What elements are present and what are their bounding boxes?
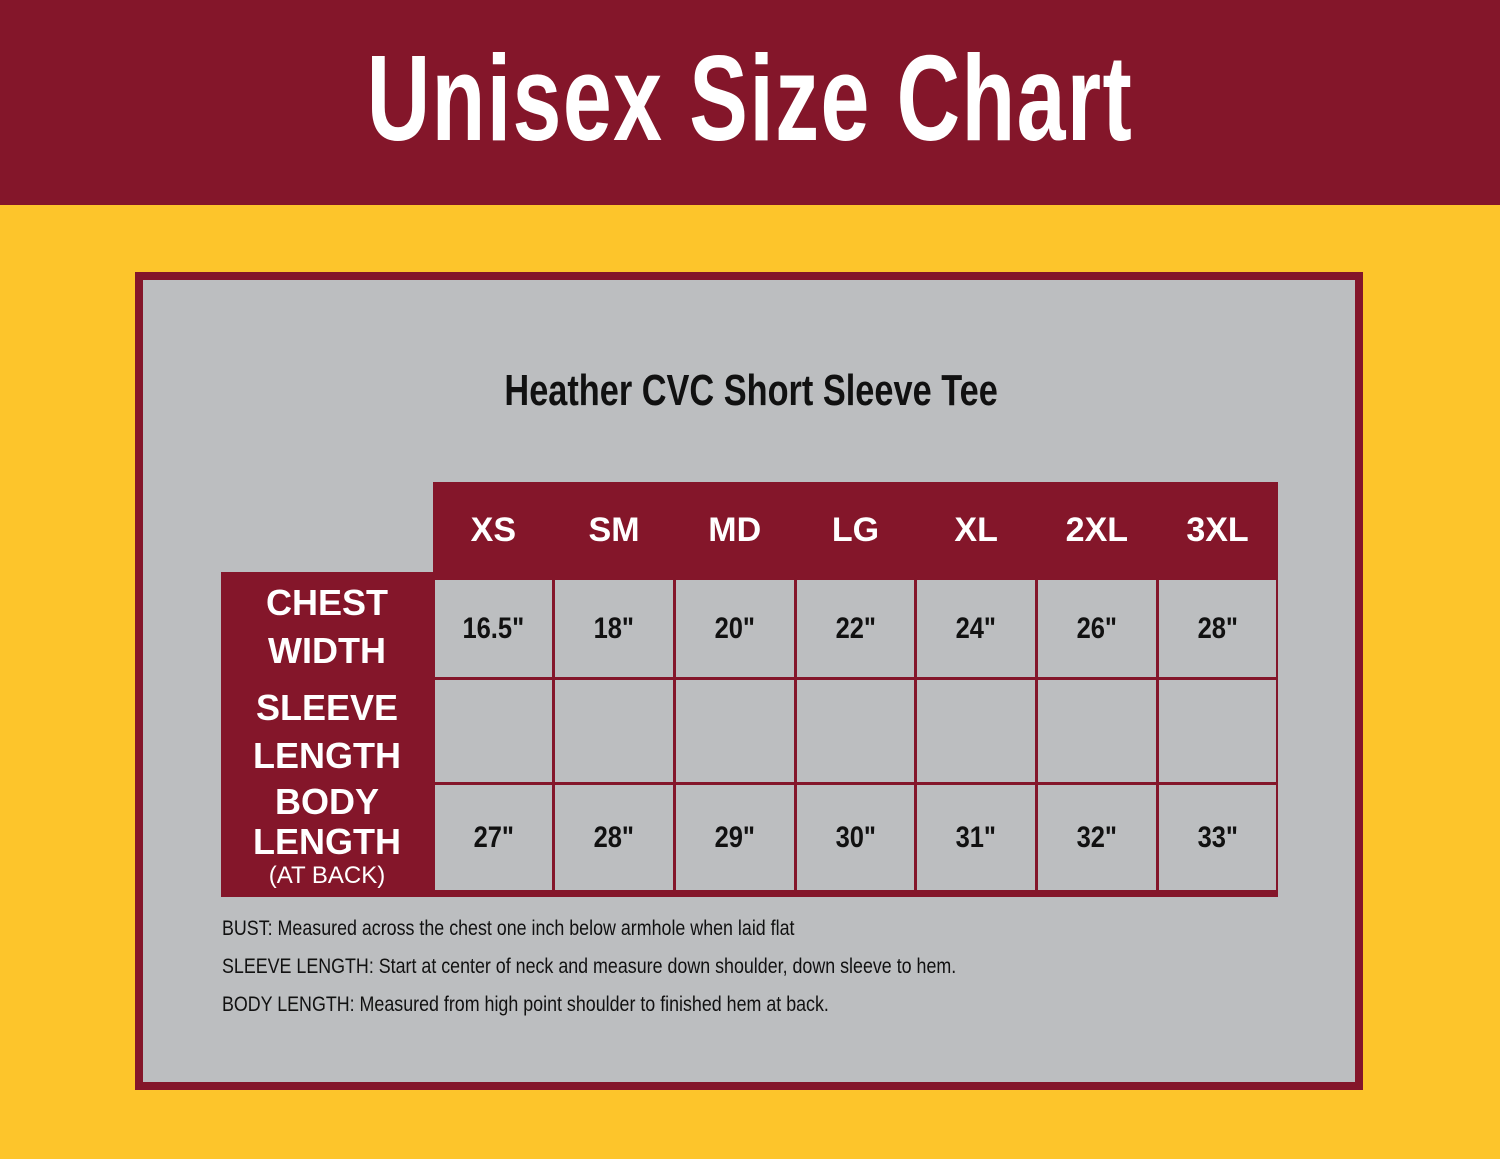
size-header-row: XS SM MD LG XL 2XL 3XL	[433, 482, 1278, 578]
size-table-grid: 16.5" 18" 20" 22" 24" 26" 28" 27" 28" 29" 30" 31" 32…	[433, 578, 1278, 897]
cell-value: 32"	[1076, 821, 1118, 854]
column-header-xl: XL	[954, 511, 998, 549]
note-body-length: BODY LENGTH: Measured from high point sh…	[222, 993, 829, 1017]
measurement-labels: CHEST WIDTH SLEEVE LENGTH BODY LENGTH (A…	[221, 572, 433, 897]
cell-value: 27"	[473, 821, 514, 854]
column-header-md: MD	[708, 511, 762, 549]
table-cell: 30"	[796, 785, 915, 890]
product-title: Heather CVC Short Sleeve Tee	[504, 366, 998, 415]
note-text: Measured across the chest one inch below…	[272, 917, 795, 940]
note-term: BODY LENGTH:	[222, 993, 355, 1016]
row-label-chest-1: CHEST	[265, 582, 388, 623]
cell-value: 20"	[714, 612, 755, 645]
column-header-lg: LG	[831, 511, 880, 549]
cell-value: 30"	[835, 821, 876, 854]
column-header-xs: XS	[470, 511, 517, 549]
table-cell: 28"	[555, 785, 673, 890]
table-cell: 28"	[1158, 580, 1277, 677]
table-cell	[1038, 680, 1156, 782]
table-cell: 27"	[434, 785, 553, 890]
row-label-body-2: LENGTH	[253, 821, 401, 862]
table-cell: 33"	[1158, 785, 1277, 890]
table-cell: 24"	[917, 580, 1035, 677]
note-bust: BUST: Measured across the chest one inch…	[222, 917, 795, 941]
table-cell: 26"	[1038, 580, 1156, 677]
cell-value: 24"	[955, 612, 997, 645]
table-cell: 20"	[675, 580, 794, 677]
note-sleeve-length: SLEEVE LENGTH: Start at center of neck a…	[222, 955, 956, 979]
column-header-sm: SM	[588, 511, 640, 549]
column-header-2xl: 2XL	[1065, 511, 1129, 549]
note-term: SLEEVE LENGTH:	[222, 955, 374, 978]
cell-value: 28"	[1197, 612, 1238, 645]
cell-value: 26"	[1076, 612, 1118, 645]
note-text: Measured from high point shoulder to fin…	[354, 993, 829, 1016]
cell-value: 16.5"	[462, 612, 525, 645]
cell-value: 29"	[714, 821, 755, 854]
row-label-sleeve-1: SLEEVE	[255, 687, 399, 728]
page-title: Unisex Size Chart	[366, 30, 1134, 166]
table-cell: 32"	[1038, 785, 1156, 890]
table-cell: 29"	[675, 785, 794, 890]
cell-value: 31"	[955, 821, 997, 854]
cell-value: 22"	[835, 612, 876, 645]
table-cell: 22"	[796, 580, 915, 677]
note-term: BUST:	[222, 917, 273, 940]
table-cell	[434, 680, 553, 782]
column-header-3xl: 3XL	[1186, 511, 1249, 549]
table-cell	[675, 680, 794, 782]
row-label-sleeve-2: LENGTH	[253, 735, 401, 776]
table-cell	[917, 680, 1035, 782]
header-banner: Unisex Size Chart	[0, 0, 1500, 205]
cell-value: 28"	[593, 821, 635, 854]
table-cell	[555, 680, 673, 782]
note-text: Start at center of neck and measure down…	[373, 955, 957, 978]
row-label-body-note: (AT BACK)	[268, 862, 386, 889]
table-cell: 18"	[555, 580, 673, 677]
table-cell: 16.5"	[434, 580, 553, 677]
row-label-chest-2: WIDTH	[268, 630, 386, 671]
cell-value: 33"	[1197, 821, 1238, 854]
table-cell	[1158, 680, 1277, 782]
row-label-body-1: BODY	[274, 781, 379, 822]
table-cell: 31"	[917, 785, 1035, 890]
table-cell	[796, 680, 915, 782]
cell-value: 18"	[593, 612, 635, 645]
